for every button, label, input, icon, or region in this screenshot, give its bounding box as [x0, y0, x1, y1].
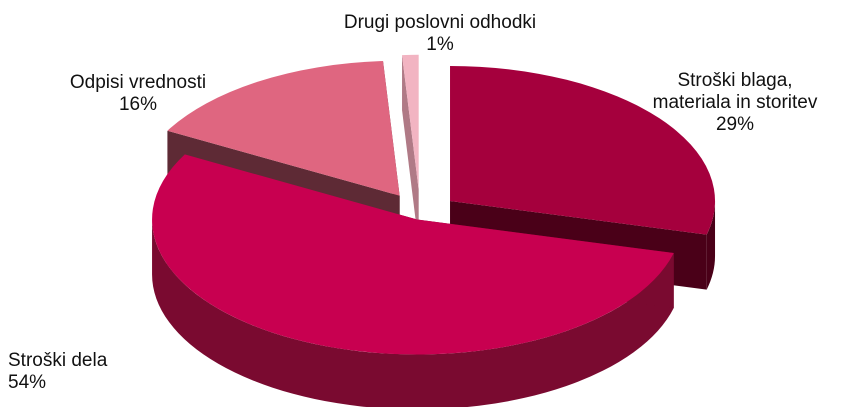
- pie-slice-drugi-poslovni-odhodki: [402, 54, 419, 190]
- pie-slice-odpisi-vrednosti: [167, 61, 400, 196]
- slice-name: Drugi poslovni odhodki: [343, 12, 537, 33]
- slice-label-stroski-blaga: Stroški blaga, materiala in storitev 29%: [630, 70, 840, 136]
- slice-percent: 16%: [118, 94, 158, 115]
- pie-side-stroski-blaga-materiala-in-storitev: [706, 201, 716, 290]
- slice-percent: 29%: [715, 114, 755, 135]
- slice-percent: 54%: [8, 372, 47, 393]
- slice-name-line-2: materiala in storitev: [652, 92, 818, 113]
- slice-percent: 1%: [426, 34, 454, 55]
- pie-side-stroski-dela: [152, 219, 674, 407]
- pie-cut-face-drugi-poslovni-odhodki-0: [402, 55, 419, 245]
- slice-name: Stroški dela: [8, 350, 108, 371]
- slice-label-drugi-poslovni-odhodki: Drugi poslovni odhodki 1%: [310, 12, 570, 56]
- slice-name-line-1: Stroški blaga,: [677, 70, 793, 91]
- slice-name: Odpisi vrednosti: [69, 72, 207, 93]
- slice-label-odpisi-vrednosti: Odpisi vrednosti 16%: [38, 72, 238, 116]
- slice-label-stroski-dela: Stroški dela 54%: [8, 350, 148, 394]
- pie-slice-stroski-blaga-materiala-in-storitev: [450, 66, 716, 235]
- pie-slice-stroski-dela: [152, 154, 674, 355]
